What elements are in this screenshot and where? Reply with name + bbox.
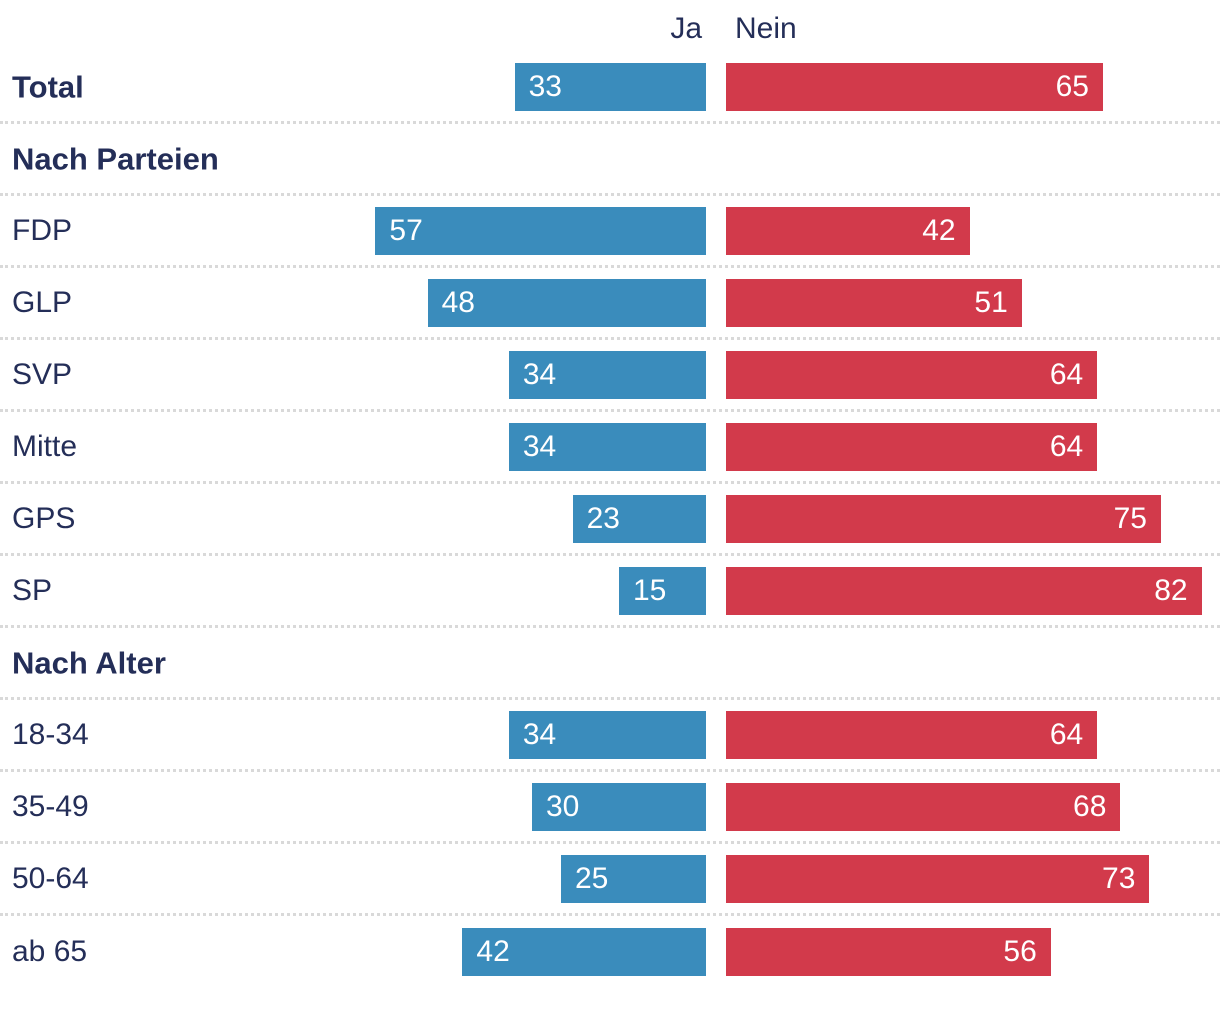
ja-bar: 34 — [508, 350, 706, 399]
nein-bar: 65 — [726, 62, 1103, 111]
row-label: 35-49 — [12, 789, 89, 823]
ja-bar-value: 34 — [522, 717, 557, 751]
row-label: ab 65 — [12, 935, 88, 968]
nein-bar-value: 64 — [1049, 357, 1084, 391]
row-label: GLP — [12, 285, 73, 319]
nein-bar-value: 68 — [1073, 789, 1107, 823]
ja-bar: 25 — [561, 854, 706, 903]
nein-bar: 56 — [726, 928, 1051, 976]
row-label: SP — [12, 573, 53, 607]
row-label: 50-64 — [12, 861, 89, 895]
nein-bar-value: 82 — [1154, 573, 1188, 607]
row-label: FDP — [12, 213, 72, 247]
bar-row: 18-34 34 64 — [0, 700, 1220, 772]
bar-row: 50-64 25 73 — [0, 844, 1220, 916]
ja-bar-value: 30 — [546, 789, 580, 823]
ja-column-header: Ja — [670, 12, 702, 45]
ja-bar-value: 34 — [522, 429, 557, 463]
section-title: Nach Parteien — [12, 141, 219, 176]
section-header-row: Nach Alter — [0, 628, 1220, 700]
nein-bar: 51 — [726, 278, 1022, 327]
ja-bar-value: 34 — [522, 357, 557, 391]
nein-bar: 68 — [726, 782, 1121, 831]
ja-bar: 34 — [508, 422, 706, 471]
nein-bar: 42 — [726, 206, 970, 255]
ja-bar: 15 — [619, 566, 706, 615]
row-label: GPS — [12, 501, 76, 535]
bar-row: Total 33 65 — [0, 52, 1220, 124]
nein-bar-value: 56 — [1003, 935, 1037, 968]
section-header-row: Nach Parteien — [0, 124, 1220, 196]
bar-row: GPS 23 75 — [0, 484, 1220, 556]
column-headers: Ja Nein — [0, 0, 1220, 52]
ja-bar-value: 42 — [476, 935, 510, 968]
chart-rows: Total 33 65 Nach Parteien FDP 57 42 GLP 48 51 SVP 3… — [0, 52, 1220, 988]
nein-column-header: Nein — [735, 12, 797, 45]
ja-bar-value: 33 — [528, 69, 562, 103]
nein-bar-value: 65 — [1055, 69, 1089, 103]
nein-bar: 64 — [726, 350, 1098, 399]
bar-row: ab 65 42 56 — [0, 916, 1220, 988]
ja-bar: 33 — [514, 62, 706, 111]
bar-row: FDP 57 42 — [0, 196, 1220, 268]
nein-bar: 82 — [726, 566, 1202, 615]
nein-bar-value: 75 — [1113, 501, 1147, 535]
ja-bar: 30 — [532, 782, 706, 831]
nein-bar: 75 — [726, 494, 1161, 543]
bar-row: Mitte 34 64 — [0, 412, 1220, 484]
nein-bar-value: 64 — [1049, 717, 1084, 751]
bar-row: SP 15 82 — [0, 556, 1220, 628]
row-label: SVP — [12, 357, 73, 391]
ja-bar: 57 — [375, 206, 706, 255]
bar-row: SVP 34 64 — [0, 340, 1220, 412]
ja-bar-value: 25 — [575, 861, 609, 895]
ja-bar-value: 48 — [441, 285, 475, 319]
ja-bar-value: 57 — [389, 213, 423, 247]
bar-row: 35-49 30 68 — [0, 772, 1220, 844]
ja-bar: 23 — [572, 494, 706, 543]
nein-bar: 73 — [726, 854, 1150, 903]
ja-bar-value: 23 — [586, 501, 620, 535]
nein-bar: 64 — [726, 422, 1098, 471]
ja-bar: 34 — [508, 710, 706, 759]
ja-bar: 48 — [427, 278, 706, 327]
row-label: Total — [12, 69, 84, 104]
nein-bar-value: 64 — [1049, 429, 1084, 463]
nein-bar-value: 42 — [922, 213, 956, 247]
nein-bar-value: 73 — [1102, 861, 1136, 895]
nein-bar: 64 — [726, 710, 1098, 759]
nein-bar-value: 51 — [974, 285, 1008, 319]
section-title: Nach Alter — [12, 645, 166, 680]
ja-bar: 42 — [462, 928, 706, 976]
bar-row: GLP 48 51 — [0, 268, 1220, 340]
row-label: 18-34 — [12, 717, 89, 751]
row-label: Mitte — [12, 429, 78, 463]
ja-bar-value: 15 — [633, 573, 667, 607]
